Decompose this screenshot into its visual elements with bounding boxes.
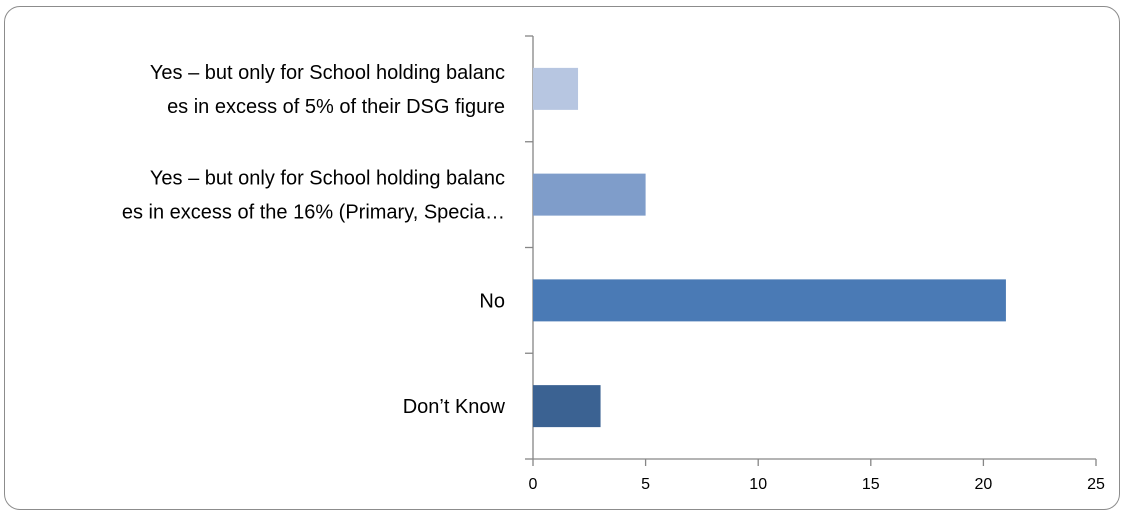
- bar: [533, 279, 1006, 322]
- x-tick-label: 5: [641, 476, 650, 493]
- x-tick-label: 20: [975, 476, 993, 493]
- bar: [533, 67, 579, 110]
- category-label: No: [479, 290, 505, 312]
- category-label: Yes – but only for School holding balanc: [150, 168, 505, 190]
- category-label: Don’t Know: [403, 396, 506, 418]
- category-label: es in excess of 5% of their DSG figure: [167, 96, 505, 118]
- x-tick-label: 0: [529, 476, 538, 493]
- bar: [533, 385, 601, 428]
- category-label: es in excess of the 16% (Primary, Specia…: [122, 202, 505, 224]
- x-tick-label: 10: [749, 476, 767, 493]
- x-tick-label: 15: [862, 476, 880, 493]
- x-tick-label: 25: [1087, 476, 1105, 493]
- bar: [533, 173, 646, 216]
- category-label: Yes – but only for School holding balanc: [150, 62, 505, 84]
